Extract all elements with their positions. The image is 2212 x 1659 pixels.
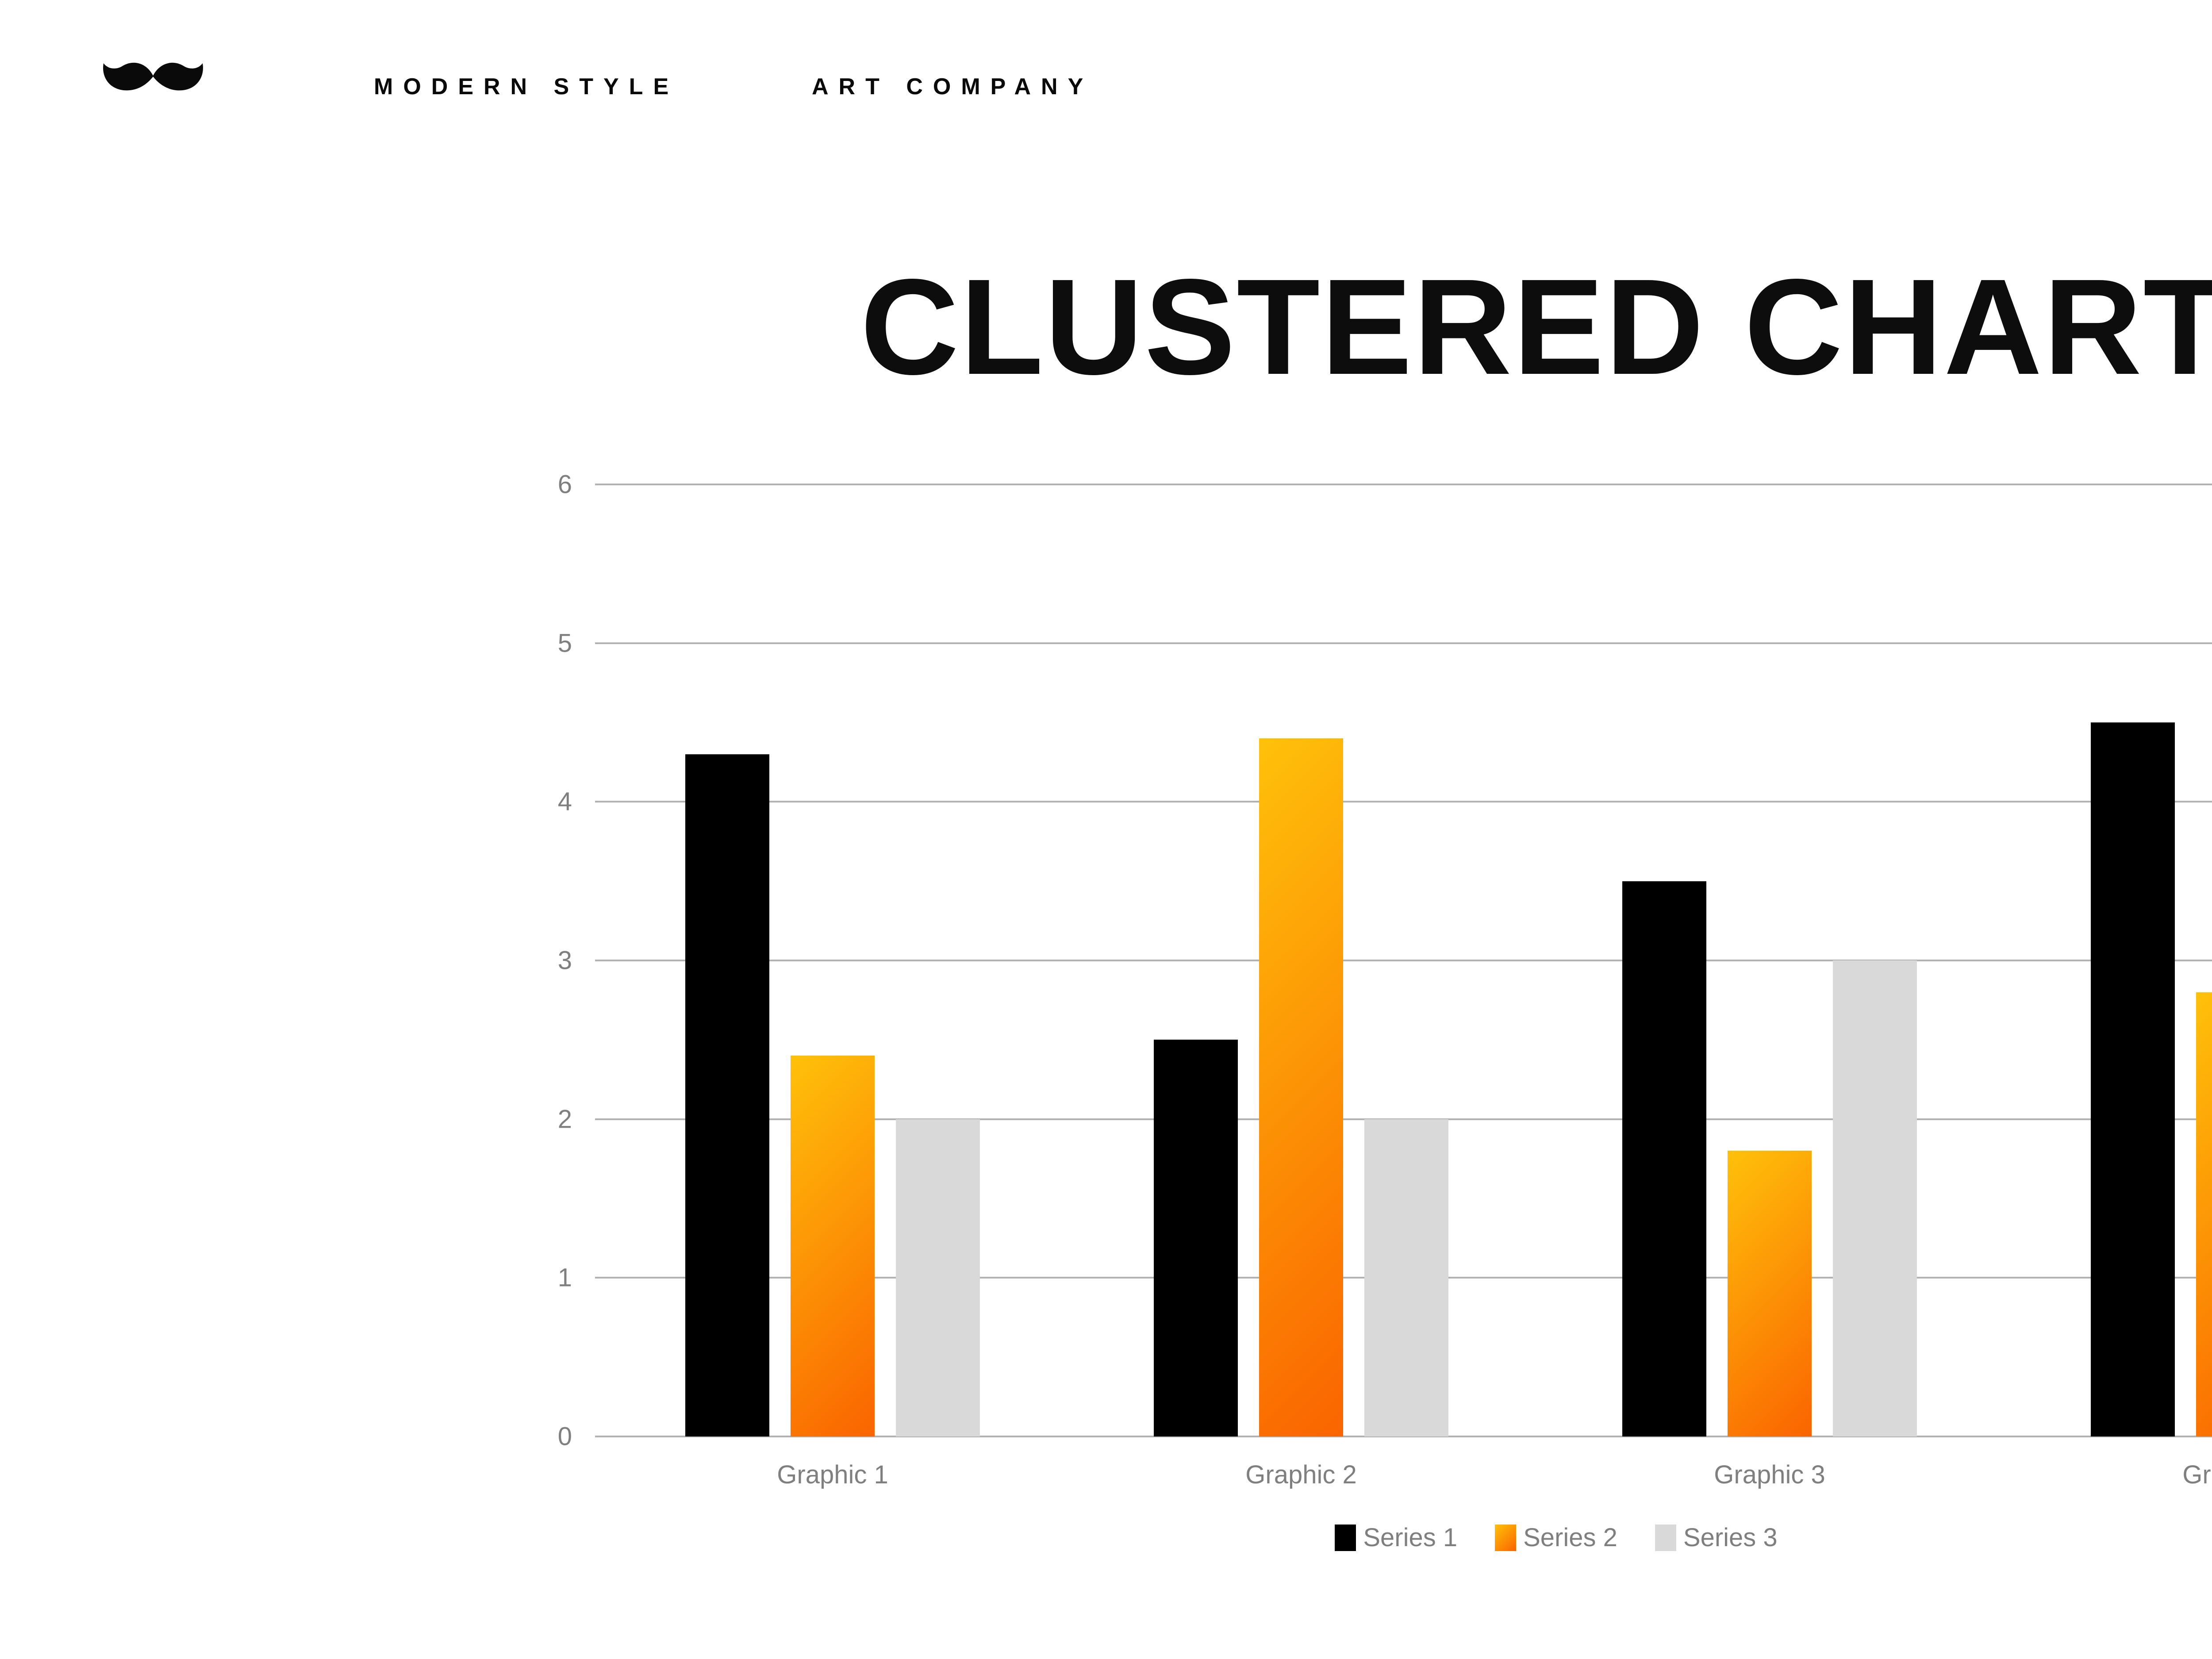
- x-axis-category-label: Graphic 3: [1714, 1460, 1825, 1489]
- bar-series-2: [1728, 1151, 1812, 1436]
- bar-series-1: [685, 754, 769, 1436]
- gridline: [595, 960, 2212, 961]
- bar-cluster: [685, 484, 980, 1436]
- bar-cluster: [2091, 484, 2212, 1436]
- legend-label: Series 2: [1523, 1523, 1617, 1552]
- y-axis-tick-label: 2: [557, 1105, 572, 1134]
- legend-item: Series 1: [1335, 1523, 1457, 1552]
- x-axis-category-label: Graphic 2: [1245, 1460, 1357, 1489]
- bar-series-1: [1154, 1040, 1238, 1436]
- plot-area: 0 1 2 3 4 5 6: [558, 470, 2212, 1451]
- x-axis-category-label: Graphic 4: [2182, 1460, 2212, 1489]
- bar-series-2: [791, 1056, 875, 1436]
- bar-series-2: [1259, 738, 1343, 1436]
- bar-series-1: [1622, 881, 1706, 1436]
- gridline: [595, 642, 2212, 644]
- legend-swatch: [1495, 1524, 1517, 1551]
- legend-label: Series 3: [1683, 1523, 1778, 1552]
- legend-label: Series 1: [1363, 1523, 1458, 1552]
- y-axis-tick-label: 1: [557, 1263, 572, 1292]
- mustache-icon: [103, 62, 203, 91]
- brand-art-company: ART COMPANY: [812, 74, 1094, 100]
- bar-series-3: [896, 1119, 980, 1436]
- legend-swatch: [1335, 1524, 1356, 1551]
- page-title: CLUSTERED CHART.: [860, 251, 2212, 403]
- y-axis-tick-label: 4: [557, 787, 572, 816]
- y-axis-tick-label: 3: [557, 946, 572, 975]
- y-axis-tick-label: 6: [557, 470, 572, 499]
- legend-item: Series 3: [1655, 1523, 1778, 1552]
- y-axis-tick-label: 0: [557, 1422, 572, 1451]
- brand-modern-style: MODERN STYLE: [374, 74, 679, 100]
- gridline: [595, 801, 2212, 803]
- y-axis-tick-label: 5: [557, 629, 572, 658]
- gridline: [595, 1118, 2212, 1120]
- bar-cluster: [1622, 484, 1917, 1436]
- bar-series-2: [2196, 992, 2212, 1436]
- x-axis-category-label: Graphic 1: [777, 1460, 888, 1489]
- bar-series-1: [2091, 722, 2175, 1436]
- gridline: [595, 1436, 2212, 1437]
- legend-item: Series 2: [1495, 1523, 1617, 1552]
- bar-series-3: [1833, 960, 1917, 1436]
- bar-cluster: [1154, 484, 1448, 1436]
- legend-swatch: [1655, 1524, 1676, 1551]
- chart-legend: Series 1 Series 2 Series 3: [595, 1523, 2212, 1552]
- gridline: [595, 484, 2212, 485]
- x-axis-labels: Graphic 1 Graphic 2 Graphic 3 Graphic 4: [595, 1460, 2212, 1491]
- bar-series-3: [1364, 1119, 1448, 1436]
